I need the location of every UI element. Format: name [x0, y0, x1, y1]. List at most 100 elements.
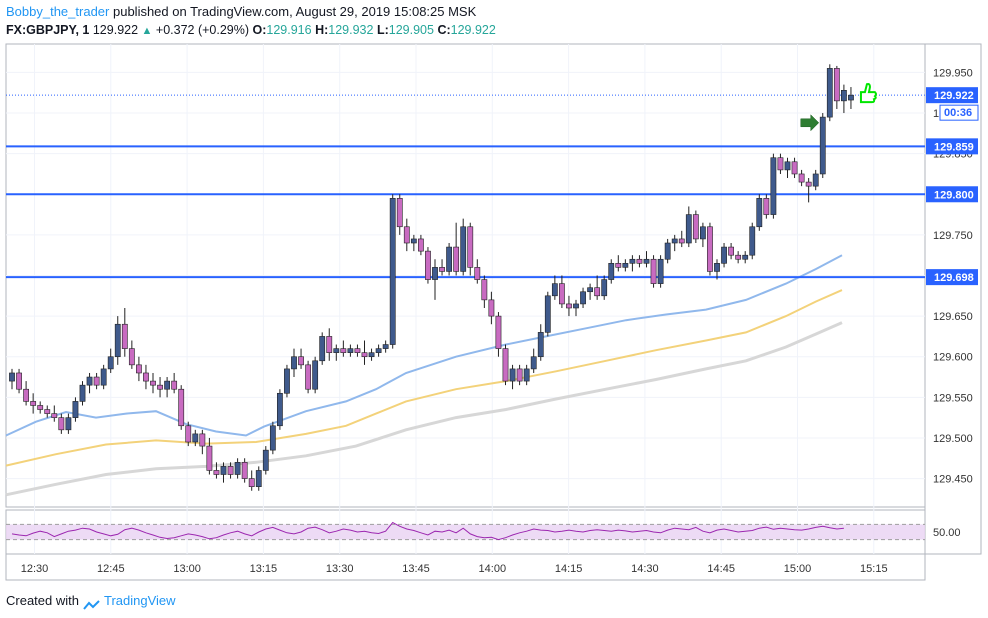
- candle-body: [326, 336, 333, 353]
- price-tick-label: 129.550: [933, 392, 973, 404]
- candle-body: [58, 417, 65, 431]
- candle-body: [30, 401, 37, 406]
- candle-body: [86, 376, 93, 386]
- candle-body: [164, 380, 170, 390]
- time-tick-label: 14:15: [555, 563, 583, 575]
- publish-line: Bobby_the_trader published on TradingVie…: [6, 3, 976, 21]
- last-price-label: 129.922: [934, 90, 974, 102]
- level-price-tag: [926, 138, 978, 155]
- candle-body: [848, 94, 854, 101]
- tradingview-brand[interactable]: TradingView: [104, 593, 176, 608]
- candle-body: [608, 263, 615, 280]
- candle-body: [502, 348, 509, 382]
- candle-body: [354, 348, 361, 353]
- rsi-level-label: 50.00: [933, 527, 961, 539]
- created-with-text: Created with: [6, 593, 79, 608]
- candle-body: [692, 214, 699, 240]
- candle-body: [671, 238, 678, 244]
- candle-body: [558, 283, 565, 305]
- candle-body: [417, 238, 424, 252]
- candle-body: [199, 433, 206, 447]
- author-link[interactable]: Bobby_the_trader: [6, 4, 110, 19]
- price-change: +0.372 (+0.29%): [155, 23, 250, 37]
- ma-fast-line: [5, 254, 843, 437]
- candle-body: [784, 161, 791, 171]
- candle-body: [248, 478, 255, 487]
- up-triangle-icon: ▲: [141, 25, 153, 37]
- candle-body: [460, 226, 467, 272]
- candle-body: [643, 258, 650, 264]
- level-price-tag: [926, 186, 978, 203]
- candle-body: [121, 323, 128, 349]
- candle-body: [763, 198, 770, 215]
- last-price-tag: [926, 87, 978, 104]
- candle-body: [791, 161, 798, 175]
- tradingview-logo-icon: [82, 597, 101, 610]
- candle-body: [9, 372, 15, 382]
- price-axis[interactable]: [924, 43, 982, 555]
- candle-body: [107, 356, 114, 370]
- close-value: 129.922: [450, 23, 496, 37]
- candle-body: [749, 226, 756, 256]
- candle-body: [114, 323, 121, 358]
- countdown-label: 00:36: [944, 107, 972, 119]
- low-value: 129.905: [388, 23, 434, 37]
- candle-body: [171, 380, 178, 390]
- candle-body: [37, 405, 44, 410]
- candle-body: [544, 295, 551, 333]
- candle-body: [742, 254, 749, 260]
- candle-body: [770, 157, 777, 215]
- candle-body: [439, 267, 445, 272]
- candle-body: [192, 433, 199, 443]
- candle-body: [432, 267, 438, 280]
- candle-body: [227, 466, 234, 475]
- candle-body: [178, 388, 185, 427]
- ohlc-line: FX:GBPJPY, 1 129.922 ▲ +0.372 (+0.29%) O…: [6, 21, 976, 40]
- candle-body: [157, 384, 163, 390]
- candle-body: [678, 238, 685, 244]
- axis-labels: 129.450 129.500 129.550 129.600 129.650 129.7…: [21, 67, 979, 575]
- candle-body: [566, 303, 572, 309]
- candle-body: [728, 246, 734, 256]
- ma-slow-line: [5, 321, 843, 497]
- symbol-label: FX:GBPJPY, 1: [6, 23, 90, 37]
- time-tick-label: 15:00: [784, 563, 812, 575]
- candle-body: [714, 263, 720, 272]
- candle-body: [23, 388, 29, 402]
- last-price: 129.922: [92, 23, 139, 37]
- open-value: 129.916: [266, 23, 312, 37]
- candle-body: [291, 356, 297, 370]
- candle-body: [319, 336, 326, 362]
- arrow-right-icon: [800, 114, 820, 132]
- candle-body: [375, 348, 382, 353]
- candle-body: [530, 356, 537, 370]
- candle-body: [100, 368, 107, 386]
- open-label: O:: [252, 23, 267, 37]
- high-label: H:: [315, 23, 329, 37]
- time-tick-label: 15:15: [860, 563, 888, 575]
- thumbs-up-icon: [859, 82, 877, 104]
- candle-body: [756, 198, 763, 228]
- candle-body: [79, 384, 86, 402]
- annotations: [800, 82, 877, 132]
- time-axis[interactable]: [5, 553, 926, 581]
- price-tick-label: 129.950: [933, 67, 973, 79]
- candle-body: [361, 352, 368, 358]
- candle-body: [833, 68, 840, 102]
- time-tick-label: 13:45: [402, 563, 430, 575]
- candle-body: [481, 279, 488, 301]
- candle-body: [150, 380, 156, 386]
- time-tick-label: 12:30: [21, 563, 49, 575]
- price-tick-label: 129.600: [933, 352, 973, 364]
- level-price-label: 129.859: [934, 141, 974, 153]
- candlesticks: [9, 64, 854, 491]
- candle-body: [840, 90, 847, 102]
- ma-mid-line: [5, 289, 843, 467]
- candle-body: [403, 226, 410, 244]
- time-tick-label: 14:00: [479, 563, 507, 575]
- candle-body: [509, 368, 516, 382]
- time-tick-label: 13:30: [326, 563, 354, 575]
- time-tick-label: 14:45: [707, 563, 735, 575]
- candle-body: [629, 258, 636, 264]
